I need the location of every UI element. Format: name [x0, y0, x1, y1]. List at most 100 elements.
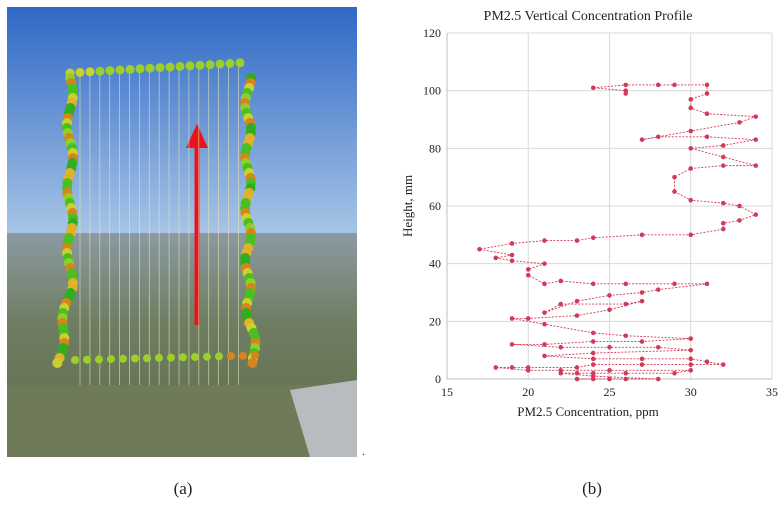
data-point [688, 347, 694, 353]
data-point [590, 350, 596, 356]
data-point [688, 336, 694, 341]
data-point [477, 246, 482, 252]
data-point [639, 362, 645, 367]
data-point [655, 376, 661, 382]
data-point [655, 134, 661, 140]
data-point [607, 376, 612, 382]
data-point [672, 189, 677, 194]
x-axis-label: PM2.5 Concentration, ppm [517, 404, 659, 419]
photo-marker [71, 356, 79, 364]
arrow-head [186, 124, 208, 148]
data-point [509, 252, 515, 258]
photo-marker [107, 355, 115, 364]
data-point [493, 255, 499, 261]
data-point [639, 298, 645, 304]
data-point [623, 82, 629, 88]
data-point [574, 298, 580, 304]
photo-marker [165, 62, 175, 72]
photo-marker [185, 61, 195, 71]
data-point [590, 339, 596, 344]
photo-marker [119, 354, 127, 363]
data-point [623, 376, 629, 382]
data-point [753, 114, 759, 119]
data-point [542, 281, 547, 287]
data-point [704, 281, 710, 287]
data-point [542, 353, 547, 359]
data-point [720, 226, 726, 232]
data-point [688, 97, 694, 102]
data-point [509, 365, 515, 370]
building [290, 380, 357, 457]
data-point [558, 368, 564, 373]
data-point [525, 267, 531, 272]
photo-marker [125, 64, 135, 74]
photo-marker [155, 63, 165, 73]
data-point [623, 370, 629, 376]
data-point [672, 370, 677, 376]
photo-marker [143, 354, 151, 363]
photo-marker [215, 352, 223, 361]
data-point [590, 85, 596, 91]
photo-marker [225, 58, 235, 68]
photo-marker [135, 64, 145, 74]
data-point [639, 232, 645, 238]
photo-marker [239, 351, 247, 360]
data-point [737, 218, 742, 223]
x-tick-label: 15 [441, 385, 453, 399]
x-tick-label: 30 [685, 385, 697, 399]
data-point [509, 342, 515, 347]
series-line [479, 84, 757, 380]
data-point [672, 174, 677, 180]
x-tick-label: 35 [766, 385, 778, 399]
data-point [688, 128, 694, 134]
data-point [688, 197, 694, 203]
data-point [672, 82, 677, 88]
data-point [623, 281, 629, 287]
photo-marker [247, 358, 258, 368]
y-axis-label: Height, mm [400, 175, 415, 237]
data-point [574, 376, 580, 382]
photo-marker [191, 353, 199, 361]
photo-marker [175, 61, 185, 71]
photo-marker [195, 60, 205, 70]
data-point [639, 137, 645, 142]
data-point [574, 238, 580, 243]
image-suffix: . [362, 444, 365, 458]
data-point [688, 368, 694, 373]
data-point [753, 212, 759, 217]
photo-marker [115, 65, 125, 75]
x-tick-label: 20 [522, 385, 534, 399]
sky [7, 7, 357, 237]
photo-marker [95, 66, 105, 76]
data-point [509, 316, 515, 321]
photo-marker [251, 351, 259, 360]
data-point [590, 370, 596, 376]
data-point [720, 200, 726, 206]
data-point [542, 310, 547, 315]
data-point [607, 368, 612, 373]
data-point [688, 166, 694, 171]
photo-marker [205, 60, 215, 70]
data-point [720, 362, 726, 367]
data-point [704, 82, 710, 88]
data-point [753, 163, 759, 168]
plot: 15 20 25 30 35 0 20 40 60 80 100 120 [423, 26, 778, 399]
y-tick-label: 100 [423, 84, 441, 98]
photo-marker [235, 58, 245, 68]
data-point [753, 137, 759, 142]
x-tick-label: 25 [604, 385, 616, 399]
photo-marker [105, 66, 115, 76]
data-point [704, 359, 710, 365]
data-point [574, 365, 580, 370]
data-point [720, 221, 726, 226]
data-point [542, 261, 547, 266]
data-point [704, 91, 710, 96]
photo-marker [52, 358, 63, 368]
photo-marker [131, 354, 139, 363]
data-point [688, 356, 694, 362]
photo-marker [227, 352, 235, 361]
data-point [607, 293, 612, 298]
chart-title: PM2.5 Vertical Concentration Profile [484, 9, 693, 24]
